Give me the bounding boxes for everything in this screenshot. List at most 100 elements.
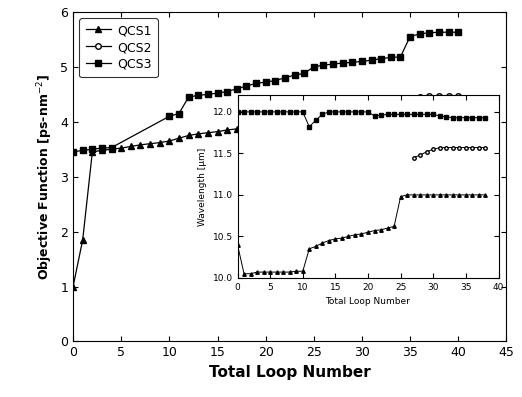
QCS3 (321, 63, 327, 67)
QCS3 (176, 111, 182, 116)
QCS1 (79, 237, 86, 242)
QCS2 (282, 115, 288, 120)
QCS1 (157, 140, 163, 145)
QCS1 (70, 284, 76, 289)
QCS1 (118, 146, 124, 150)
QCS3 (455, 30, 461, 35)
QCS2 (426, 94, 432, 99)
QCS3 (369, 58, 375, 63)
QCS1 (89, 150, 96, 154)
QCS3 (378, 56, 384, 61)
QCS1 (378, 110, 384, 114)
QCS1 (128, 144, 134, 149)
QCS1 (282, 121, 288, 126)
QCS1 (291, 120, 298, 125)
QCS1 (243, 126, 250, 131)
QCS3 (282, 75, 288, 80)
QCS2 (330, 107, 336, 112)
QCS1 (224, 127, 230, 132)
QCS1 (215, 129, 221, 134)
QCS1 (397, 107, 404, 112)
QCS2 (301, 113, 307, 118)
QCS2 (388, 96, 394, 101)
QCS1 (137, 143, 144, 147)
QCS1 (185, 133, 192, 138)
QCS1 (445, 103, 452, 108)
QCS3 (99, 146, 105, 150)
QCS3 (426, 31, 432, 35)
QCS3 (417, 31, 423, 36)
QCS3 (339, 61, 346, 66)
QCS2 (436, 94, 442, 99)
Line: QCS2: QCS2 (282, 93, 461, 120)
QCS1 (321, 117, 327, 121)
QCS3 (166, 114, 172, 119)
QCS3 (388, 55, 394, 60)
QCS1 (455, 102, 461, 106)
QCS3 (79, 148, 86, 153)
QCS3 (215, 91, 221, 96)
QCS1 (426, 104, 432, 109)
QCS3 (234, 87, 240, 91)
QCS2 (339, 104, 346, 109)
QCS3 (359, 59, 365, 64)
QCS1 (166, 139, 172, 143)
QCS3 (263, 80, 269, 85)
QCS2 (359, 100, 365, 105)
QCS1 (99, 148, 105, 153)
QCS2 (369, 98, 375, 103)
Y-axis label: Objective Function [ps-nm$^{-2}$]: Objective Function [ps-nm$^{-2}$] (35, 73, 55, 280)
QCS2 (311, 111, 317, 116)
QCS1 (407, 106, 413, 110)
QCS1 (301, 119, 307, 124)
QCS2 (417, 94, 423, 99)
QCS1 (349, 113, 355, 118)
QCS3 (445, 30, 452, 35)
QCS3 (195, 93, 201, 98)
QCS3 (243, 84, 250, 89)
QCS2 (445, 94, 452, 98)
QCS3 (407, 34, 413, 39)
QCS3 (291, 73, 298, 77)
QCS1 (359, 111, 365, 116)
QCS3 (330, 62, 336, 66)
QCS3 (436, 30, 442, 35)
QCS1 (436, 104, 442, 109)
Y-axis label: Wavelength [μm]: Wavelength [μm] (198, 147, 207, 226)
QCS2 (407, 95, 413, 100)
QCS1 (263, 124, 269, 129)
QCS1 (311, 118, 317, 123)
QCS1 (147, 141, 153, 146)
QCS3 (70, 150, 76, 154)
QCS2 (378, 97, 384, 102)
QCS2 (291, 114, 298, 119)
QCS3 (89, 147, 96, 152)
Line: QCS1: QCS1 (70, 101, 461, 289)
QCS3 (349, 60, 355, 65)
QCS2 (321, 110, 327, 114)
QCS3 (185, 94, 192, 99)
Legend: QCS1, QCS2, QCS3: QCS1, QCS2, QCS3 (79, 18, 158, 77)
QCS3 (311, 64, 317, 69)
QCS3 (205, 92, 211, 97)
QCS1 (272, 122, 278, 127)
X-axis label: Total Loop Number: Total Loop Number (209, 365, 371, 380)
QCS3 (253, 81, 259, 86)
QCS1 (234, 127, 240, 131)
QCS2 (397, 96, 404, 100)
QCS3 (109, 145, 115, 150)
QCS1 (195, 131, 201, 136)
X-axis label: Total Loop Number: Total Loop Number (326, 297, 410, 306)
QCS3 (224, 89, 230, 94)
QCS3 (272, 78, 278, 83)
QCS1 (253, 125, 259, 130)
QCS1 (388, 108, 394, 113)
QCS1 (109, 147, 115, 152)
QCS3 (301, 71, 307, 76)
QCS3 (397, 54, 404, 59)
QCS1 (330, 115, 336, 120)
QCS1 (369, 110, 375, 115)
QCS1 (205, 130, 211, 135)
QCS1 (417, 104, 423, 109)
QCS2 (455, 94, 461, 98)
